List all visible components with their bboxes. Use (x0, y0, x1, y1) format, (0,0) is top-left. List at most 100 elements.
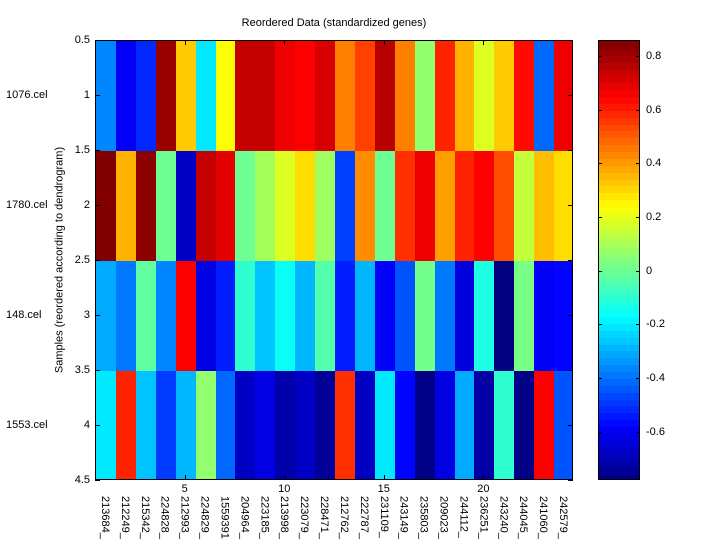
colorbar-segment (599, 274, 639, 283)
heatmap-plot-area (95, 40, 573, 480)
colorbar-segment (599, 460, 639, 469)
colorbar-tick (598, 324, 602, 326)
heatmap-cell (115, 261, 137, 372)
x-tick-label: 5 (181, 483, 188, 495)
colorbar (598, 40, 640, 480)
column-label: 215342_ (138, 496, 151, 539)
colorbar-tick-label: -0.6 (646, 425, 665, 438)
heatmap-cell (494, 261, 516, 372)
heatmap-cell (135, 261, 157, 372)
heatmap-cell (534, 41, 556, 152)
colorbar-segment (599, 343, 639, 352)
heatmap-cell (454, 371, 476, 479)
colorbar-segment (599, 144, 639, 152)
colorbar-segment (599, 41, 639, 49)
heatmap-cell (374, 151, 396, 262)
row-label: 1076.cel (6, 89, 48, 101)
heatmap-cell (215, 41, 237, 152)
column-label: 236251_ (477, 496, 490, 539)
heatmap-cell (434, 41, 456, 152)
colorbar-segment (599, 89, 639, 97)
colorbar-tick (636, 324, 640, 326)
colorbar-tick (598, 56, 602, 58)
heatmap-cell (96, 261, 117, 372)
column-label: 212249_ (118, 496, 131, 539)
y-axis-label: Samples (reordered according to dendrogr… (53, 146, 66, 374)
colorbar-segment (599, 164, 639, 173)
y-tick-mark (568, 95, 573, 96)
heatmap-cell (554, 371, 572, 479)
colorbar-segment (599, 432, 639, 441)
heatmap-cell (195, 261, 217, 372)
heatmap-cell (235, 151, 257, 262)
colorbar-tick (636, 109, 640, 111)
x-tick-mark (383, 40, 385, 45)
colorbar-tick (598, 378, 602, 380)
heatmap-cell (454, 151, 476, 262)
colorbar-segment (599, 474, 639, 479)
x-tick-label: 20 (477, 483, 490, 495)
heatmap-cell (195, 151, 217, 262)
colorbar-segment (599, 316, 639, 324)
colorbar-segment (599, 123, 639, 132)
x-tick-mark (284, 40, 286, 45)
heatmap-cell (354, 261, 376, 372)
heatmap-cell (275, 151, 297, 262)
column-label: 223185_ (258, 496, 271, 539)
heatmap-cell (175, 41, 197, 152)
heatmap-cell (295, 41, 317, 152)
colorbar-segment (599, 192, 639, 201)
heatmap-cell (175, 261, 197, 372)
column-label: 212993_ (178, 496, 191, 539)
colorbar-segment (599, 109, 639, 118)
heatmap-cell (155, 151, 177, 262)
colorbar-tick (598, 163, 602, 165)
heatmap-cell (235, 371, 257, 479)
column-label: 209023_ (437, 496, 450, 539)
heatmap-cell (96, 151, 117, 262)
heatmap-cell (255, 371, 277, 479)
colorbar-segment (599, 336, 639, 345)
colorbar-segment (599, 75, 639, 84)
heatmap-cell (514, 261, 536, 372)
x-tick-mark (383, 475, 385, 480)
heatmap-cell (534, 371, 556, 479)
y-tick-mark (95, 40, 100, 41)
column-label: 223079_ (298, 496, 311, 539)
heatmap-cell (514, 371, 536, 479)
heatmap-cell (514, 151, 536, 262)
heatmap-cell (534, 261, 556, 372)
heatmap-cell (335, 151, 356, 262)
heatmap-cell (275, 371, 297, 479)
colorbar-segment (599, 371, 639, 379)
colorbar-segment (599, 157, 639, 166)
heatmap-cell (414, 261, 436, 372)
heatmap-cell (554, 151, 572, 262)
x-tick-mark (184, 475, 186, 480)
heatmap-cell (554, 41, 572, 152)
heatmap-cell (235, 41, 257, 152)
colorbar-segment (599, 206, 639, 214)
heatmap-cell (195, 41, 217, 152)
heatmap-cell (434, 371, 456, 479)
colorbar-segment (599, 309, 639, 317)
heatmap-cell (534, 151, 556, 262)
colorbar-tick (636, 56, 640, 58)
colorbar-segment (599, 54, 639, 63)
chart-title: Reordered Data (standardized genes) (241, 17, 427, 29)
heatmap-cell (215, 261, 237, 372)
x-tick-mark (284, 475, 286, 480)
heatmap-cell (155, 41, 177, 152)
heatmap-cell (255, 41, 277, 152)
heatmap-cell (374, 41, 396, 152)
heatmap-cell (235, 261, 257, 372)
heatmap-cell (354, 41, 376, 152)
colorbar-segment (599, 226, 639, 235)
column-label: 213998_ (278, 496, 291, 539)
heatmap-cell (474, 261, 496, 372)
colorbar-tick-label: 0 (646, 264, 653, 277)
y-tick-label: 1.5 (74, 144, 90, 156)
y-tick-mark (95, 150, 100, 151)
heatmap-cell (175, 151, 197, 262)
y-tick-label: 3.5 (74, 364, 90, 376)
